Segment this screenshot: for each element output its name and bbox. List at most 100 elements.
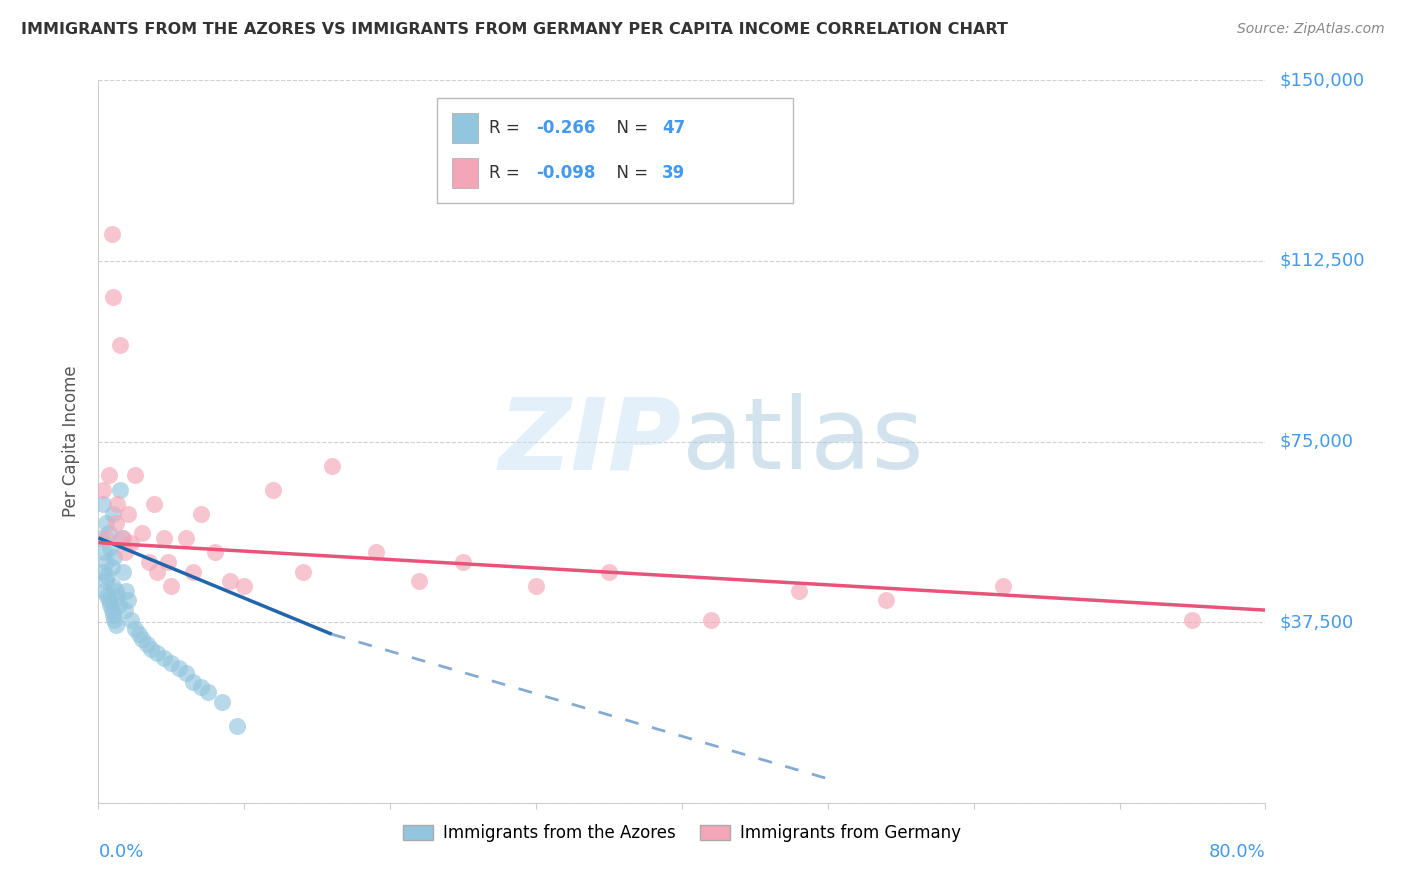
Point [167,661,190,675]
Text: 39: 39 [662,164,685,182]
Point [124,468,146,483]
Legend: Immigrants from the Azores, Immigrants from Germany: Immigrants from the Azores, Immigrants f… [396,817,967,848]
Point [97,468,120,483]
Point [110,483,132,497]
Point [146,565,169,579]
Point [291,565,314,579]
Point [408,574,430,589]
Point [98,599,121,613]
Text: -0.098: -0.098 [536,164,595,182]
Point [142,497,165,511]
Point [160,579,183,593]
Point [124,623,146,637]
Point [96,569,118,583]
Point [181,675,204,690]
Point [103,550,125,565]
Point [91,483,114,497]
Point [94,555,117,569]
Text: R =: R = [489,164,526,182]
Point [112,565,135,579]
Text: 47: 47 [662,120,685,137]
Point [112,531,135,545]
Point [114,603,136,617]
Point [100,559,122,574]
Point [105,497,128,511]
Point [226,719,249,733]
Text: 0.0%: 0.0% [98,843,143,861]
Text: -0.266: -0.266 [536,120,595,137]
FancyBboxPatch shape [437,98,793,203]
Point [153,651,176,665]
Point [101,579,124,593]
Point [110,338,132,352]
Point [104,583,127,598]
Point [139,641,162,656]
Point [321,458,343,473]
Point [153,531,176,545]
Point [114,545,136,559]
Text: IMMIGRANTS FROM THE AZORES VS IMMIGRANTS FROM GERMANY PER CAPITA INCOME CORRELAT: IMMIGRANTS FROM THE AZORES VS IMMIGRANTS… [21,22,1008,37]
Point [787,583,810,598]
Point [218,574,240,589]
Point [190,680,212,694]
Point [115,583,138,598]
Point [91,497,114,511]
Point [128,627,150,641]
Point [96,589,118,603]
Bar [451,113,478,144]
Point [90,531,112,545]
Point [875,593,897,607]
Point [233,579,256,593]
Point [181,565,204,579]
Text: 80.0%: 80.0% [1209,843,1265,861]
Point [105,589,128,603]
Text: $37,500: $37,500 [1279,613,1354,632]
Point [100,603,122,617]
Point [98,541,121,555]
Y-axis label: Per Capita Income: Per Capita Income [62,366,80,517]
Point [197,685,219,699]
Point [104,516,127,531]
Point [451,555,474,569]
Point [1181,613,1204,627]
Point [91,565,114,579]
Bar [451,158,478,188]
Point [700,613,723,627]
Text: atlas: atlas [682,393,924,490]
Point [524,579,547,593]
Point [94,531,117,545]
Point [117,593,139,607]
Point [131,632,153,646]
Text: R =: R = [489,120,526,137]
Point [93,545,115,559]
Point [991,579,1014,593]
Point [131,526,153,541]
Point [146,647,169,661]
Point [174,531,197,545]
Text: Source: ZipAtlas.com: Source: ZipAtlas.com [1237,22,1385,37]
Point [262,483,284,497]
Point [103,613,125,627]
Point [101,507,124,521]
Point [204,545,226,559]
Point [120,535,142,549]
Point [135,637,157,651]
Text: N =: N = [606,164,654,182]
Point [160,656,183,670]
Point [104,617,127,632]
Point [364,545,387,559]
Point [111,531,134,545]
Point [101,607,124,622]
Text: N =: N = [606,120,654,137]
Point [190,507,212,521]
Point [174,665,197,680]
Point [93,583,115,598]
Point [598,565,620,579]
Point [97,593,120,607]
Point [157,555,180,569]
Point [100,227,122,242]
Text: $75,000: $75,000 [1279,433,1354,450]
Point [97,526,120,541]
Point [108,599,131,613]
Point [94,516,117,531]
